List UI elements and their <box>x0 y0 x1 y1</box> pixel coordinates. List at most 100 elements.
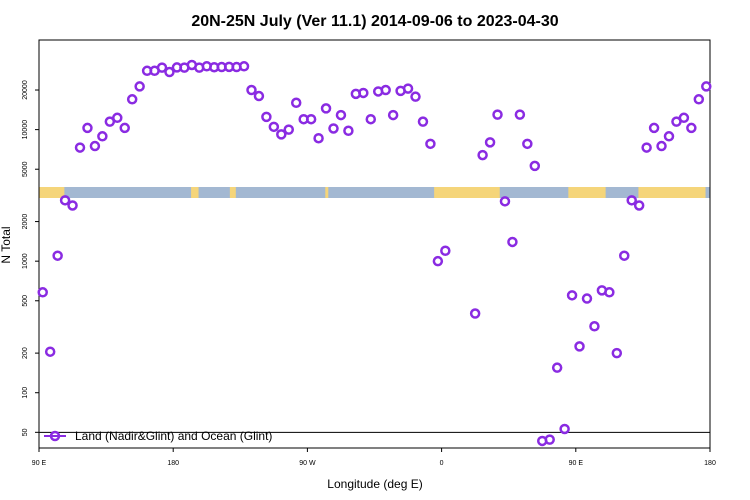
map-ocean <box>39 187 710 198</box>
y-tick-label: 100 <box>22 387 29 399</box>
y-tick-label: 2000 <box>22 214 29 230</box>
data-point <box>417 116 429 127</box>
y-tick-label: 20000 <box>22 80 29 100</box>
data-point <box>410 91 421 102</box>
x-tick-label: 180 <box>704 460 716 467</box>
x-axis: 90 E 180 90 W 0 90 E 180 <box>32 448 716 467</box>
x-tick-label: 180 <box>167 460 179 467</box>
data-point <box>469 308 481 319</box>
map-land <box>325 187 329 198</box>
data-point <box>268 121 280 133</box>
data-point <box>276 129 287 140</box>
data-point <box>529 160 541 172</box>
data-point <box>499 196 511 207</box>
data-point <box>574 341 585 352</box>
data-point <box>380 84 391 96</box>
data-point <box>663 131 675 142</box>
data-point <box>633 200 645 211</box>
data-point <box>328 123 339 134</box>
data-point <box>335 109 347 121</box>
data-point <box>611 347 623 359</box>
data-point <box>477 149 488 161</box>
data-point <box>82 122 93 134</box>
data-point <box>126 94 138 105</box>
y-tick-label: 500 <box>22 295 29 307</box>
data-point <box>544 434 555 445</box>
data-point <box>365 113 377 125</box>
map-land <box>638 187 706 198</box>
data-point <box>37 287 48 298</box>
data-point <box>74 142 86 153</box>
data-point <box>589 321 600 332</box>
data-point <box>693 94 705 105</box>
data-point <box>402 83 414 94</box>
data-point <box>641 142 652 153</box>
data-point <box>156 62 168 73</box>
data-point <box>604 287 615 298</box>
data-point <box>492 109 503 120</box>
data-point <box>440 245 451 257</box>
data-point <box>313 132 324 144</box>
data-point <box>626 195 637 206</box>
map-land <box>434 187 500 198</box>
x-axis-label: Longitude (deg E) <box>327 477 422 491</box>
legend-label: Land (Nadir&Glint) and Ocean (Glint) <box>75 429 272 443</box>
data-point <box>283 124 295 135</box>
y-tick-label: 5000 <box>22 161 29 177</box>
y-tick-label: 50 <box>22 428 29 436</box>
x-tick-label: 90 E <box>569 460 584 467</box>
data-point <box>67 200 78 211</box>
y-axis: 50 100 200 500 1000 2000 5000 10000 20000 <box>22 80 39 436</box>
data-point <box>425 138 436 150</box>
map-strip <box>39 187 710 198</box>
legend: Land (Nadir&Glint) and Ocean (Glint) <box>44 429 272 443</box>
data-point <box>246 84 257 96</box>
data-point <box>432 255 444 267</box>
data-point <box>619 250 630 261</box>
data-point <box>119 122 130 134</box>
data-point <box>343 125 354 137</box>
data-point <box>112 112 123 124</box>
map-land <box>191 187 199 198</box>
y-tick-label: 10000 <box>22 120 29 140</box>
data-point <box>566 290 578 301</box>
y-tick-label: 1000 <box>22 253 29 269</box>
data-point <box>678 112 690 124</box>
data-point <box>52 250 63 261</box>
map-land <box>568 187 606 198</box>
data-point <box>59 195 71 206</box>
data-point <box>551 362 563 373</box>
data-points <box>37 59 712 447</box>
data-point <box>522 138 533 150</box>
data-point <box>253 90 265 102</box>
data-point <box>701 81 712 92</box>
data-point <box>134 81 145 92</box>
data-point <box>581 293 593 304</box>
x-tick-label: 90 E <box>32 460 47 467</box>
data-point <box>514 109 526 120</box>
data-point <box>97 131 108 142</box>
data-point <box>290 97 302 109</box>
x-tick-label: 90 W <box>299 460 316 467</box>
legend-marker <box>49 430 61 442</box>
plot-frame <box>38 39 711 449</box>
chart-title: 20N-25N July (Ver 11.1) 2014-09-06 to 20… <box>191 13 558 30</box>
map-land <box>229 187 236 198</box>
data-point <box>358 87 369 99</box>
data-point <box>305 113 317 125</box>
data-point <box>559 423 570 435</box>
data-point <box>387 109 399 121</box>
data-point <box>686 122 697 134</box>
data-point <box>320 103 332 114</box>
map-land <box>39 187 65 198</box>
x-tick-label: 0 <box>440 460 444 467</box>
y-axis-label: N Total <box>0 226 13 263</box>
data-point <box>164 66 175 78</box>
data-point <box>44 346 56 357</box>
data-point <box>507 236 518 248</box>
data-point <box>484 137 496 148</box>
y-tick-label: 200 <box>22 347 29 359</box>
data-point <box>89 140 101 152</box>
data-point <box>656 140 667 152</box>
